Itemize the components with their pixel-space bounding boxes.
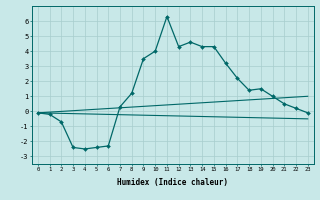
- X-axis label: Humidex (Indice chaleur): Humidex (Indice chaleur): [117, 178, 228, 187]
